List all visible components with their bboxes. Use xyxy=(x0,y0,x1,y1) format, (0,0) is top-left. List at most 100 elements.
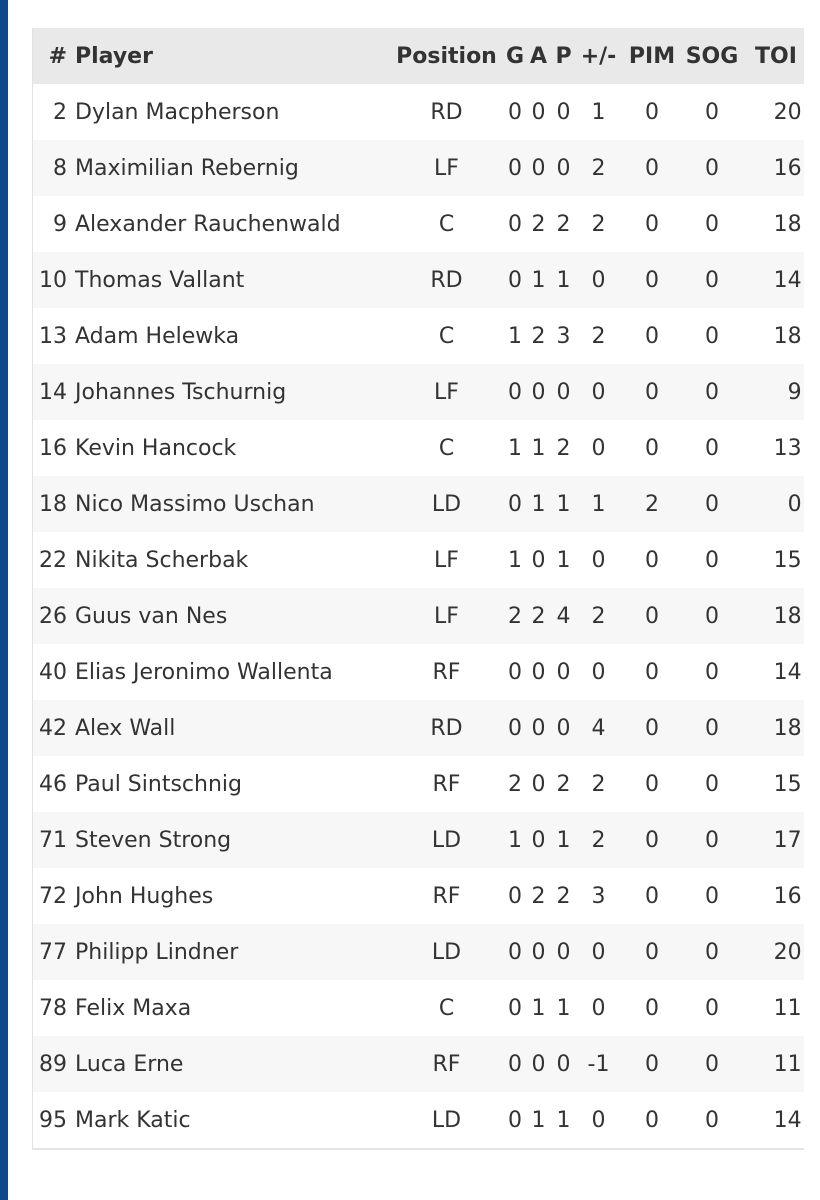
player-name[interactable]: Paul Sintschnig xyxy=(75,771,242,797)
player-name[interactable]: Maximilian Rebernig xyxy=(71,140,389,196)
player-name[interactable]: Steven Strong xyxy=(71,812,389,868)
shots-on-goal: 0 xyxy=(705,99,719,125)
plus-minus: 0 xyxy=(576,364,621,420)
penalty-minutes: 0 xyxy=(621,588,683,644)
header-position[interactable]: Position xyxy=(389,28,504,84)
player-name[interactable]: Philipp Lindner xyxy=(71,924,389,980)
penalty-minutes: 0 xyxy=(621,700,683,756)
header-player[interactable]: Player xyxy=(71,28,389,84)
player-position: RF xyxy=(389,1036,504,1092)
plus-minus: 0 xyxy=(576,252,621,308)
assists: 2 xyxy=(531,211,546,237)
points: 0 xyxy=(551,364,576,420)
shots-on-goal: 0 xyxy=(683,812,741,868)
player-name[interactable]: Alexander Rauchenwald xyxy=(75,211,341,237)
assists: 1 xyxy=(531,435,546,461)
goals: 2 xyxy=(508,771,522,797)
plus-minus: 2 xyxy=(591,771,606,797)
goals: 0 xyxy=(504,252,526,308)
assists: 0 xyxy=(531,99,546,125)
time-on-ice: 14:1 xyxy=(773,659,804,685)
header-assists[interactable]: A xyxy=(526,28,551,84)
player-number: 89 xyxy=(33,1036,71,1092)
header-sog[interactable]: SOG xyxy=(683,28,741,84)
player-number: 10 xyxy=(33,252,71,308)
plus-minus: 1 xyxy=(591,99,606,125)
time-on-ice: 16:3 xyxy=(773,883,804,909)
player-position: LF xyxy=(389,140,504,196)
header-goals[interactable]: G xyxy=(504,28,526,84)
player-name[interactable]: Nico Massimo Uschan xyxy=(71,476,389,532)
points: 1 xyxy=(556,995,571,1021)
time-on-ice: 18:0 xyxy=(741,588,804,644)
player-stats-table-container[interactable]: # Player Position G A P +/- PIM SOG TOI … xyxy=(32,28,804,1150)
plus-minus: 0 xyxy=(591,547,606,573)
player-name[interactable]: Elias Jeronimo Wallenta xyxy=(75,659,333,685)
assists: 2 xyxy=(531,323,546,349)
points: 2 xyxy=(556,211,571,237)
player-name[interactable]: Luca Erne xyxy=(71,1036,389,1092)
player-name[interactable]: Adam Helewka xyxy=(75,323,240,349)
penalty-minutes: 0 xyxy=(645,883,659,909)
time-on-ice: 14:4 xyxy=(741,252,804,308)
player-name[interactable]: Johannes Tschurnig xyxy=(71,364,389,420)
player-position: LD xyxy=(389,924,504,980)
header-plus-minus[interactable]: +/- xyxy=(576,28,621,84)
plus-minus: -1 xyxy=(576,1036,621,1092)
header-points[interactable]: P xyxy=(551,28,576,84)
assists: 0 xyxy=(526,812,551,868)
penalty-minutes: 2 xyxy=(621,476,683,532)
goals: 0 xyxy=(508,883,522,909)
assists: 1 xyxy=(531,995,546,1021)
player-number: 2 xyxy=(53,99,67,125)
shots-on-goal: 0 xyxy=(683,588,741,644)
points: 1 xyxy=(551,812,576,868)
time-on-ice: 18:1 xyxy=(741,700,804,756)
player-name[interactable]: Kevin Hancock xyxy=(75,435,237,461)
player-name[interactable]: Felix Maxa xyxy=(75,995,192,1021)
player-name[interactable]: Mark Katic xyxy=(75,1107,191,1133)
plus-minus: 2 xyxy=(591,211,606,237)
plus-minus: 0 xyxy=(591,435,606,461)
shots-on-goal: 0 xyxy=(705,771,719,797)
points: 1 xyxy=(556,547,571,573)
plus-minus: 0 xyxy=(591,995,606,1021)
header-pim[interactable]: PIM xyxy=(621,28,683,84)
header-toi[interactable]: TOI xyxy=(741,28,804,84)
player-name[interactable]: Nikita Scherbak xyxy=(75,547,249,573)
left-accent-bar xyxy=(0,0,8,1200)
player-name[interactable]: Alex Wall xyxy=(71,700,389,756)
shots-on-goal: 0 xyxy=(705,883,719,909)
player-number: 72 xyxy=(39,883,67,909)
player-number: 16 xyxy=(39,435,67,461)
time-on-ice: 15:2 xyxy=(773,547,804,573)
shots-on-goal: 0 xyxy=(705,547,719,573)
player-name[interactable]: Thomas Vallant xyxy=(71,252,389,308)
player-number: 9 xyxy=(53,211,67,237)
player-position: LF xyxy=(389,364,504,420)
time-on-ice: 11:4 xyxy=(773,995,804,1021)
player-name[interactable]: John Hughes xyxy=(75,883,214,909)
player-name[interactable]: Guus van Nes xyxy=(71,588,389,644)
header-number[interactable]: # xyxy=(33,28,71,84)
player-name[interactable]: Dylan Macpherson xyxy=(75,99,280,125)
